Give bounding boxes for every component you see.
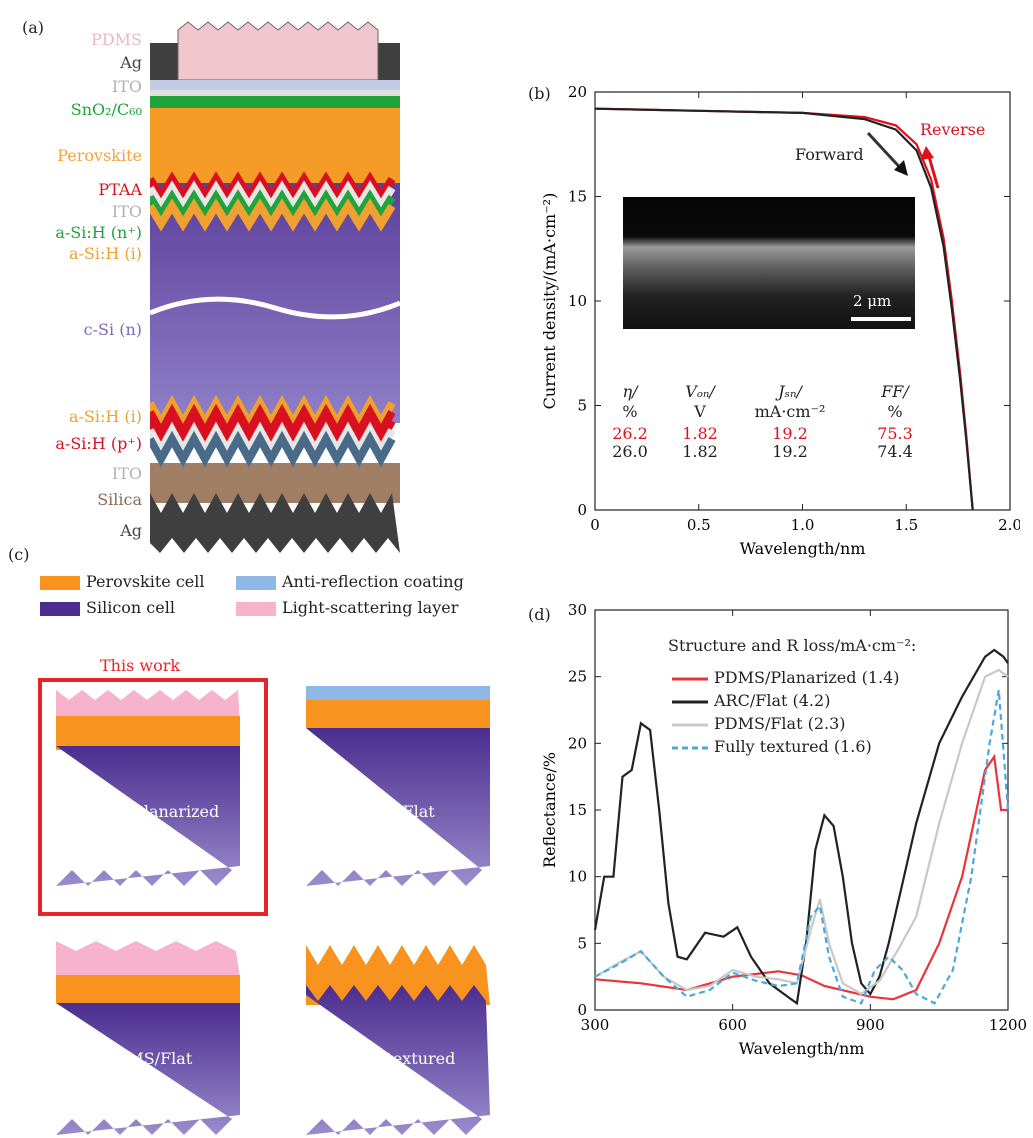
legend-d-title: Structure and R loss/mA·cm⁻²: — [668, 636, 917, 655]
layer-label-ag_bot: Ag — [120, 521, 142, 540]
layer-label-ptaa: PTAA — [98, 180, 142, 199]
cell-caption-arc: ARC/Flat — [361, 802, 435, 821]
y-tick-label: 5 — [577, 934, 587, 952]
cell-caption-flat: PDMS/Flat — [103, 1049, 193, 1068]
y-tick-label: 10 — [568, 292, 587, 310]
forward-label: Forward — [795, 145, 864, 164]
this-work-frame — [38, 678, 268, 916]
y-tick-label: 0 — [577, 1001, 587, 1019]
legend-swatch-1 — [40, 576, 80, 590]
layer-label-sno2: SnO₂/C₆₀ — [70, 100, 142, 119]
y-tick-label: 30 — [568, 601, 587, 619]
y-tick-label: 15 — [568, 801, 587, 819]
y-tick-label: 10 — [568, 868, 587, 886]
cell-diagram-textured — [306, 945, 490, 1135]
cell-caption-planar: PDMS/Planarized — [76, 802, 220, 821]
y-tick-label: 0 — [577, 501, 587, 519]
legend-d-label-3: PDMS/Flat (2.3) — [714, 714, 846, 733]
legend-label-3: Silicon cell — [86, 598, 175, 617]
y-axis-label: Current density/(mA·cm⁻²) — [540, 193, 559, 410]
panel-d-reflectance-chart: 300 600 900 1200 0 5 10 15 20 25 30 Wavelength/nm Re… — [540, 601, 1027, 1058]
layer-label-ito_top: ITO — [111, 77, 142, 96]
y-tick-label: 20 — [568, 734, 587, 752]
legend-d-swatch-3 — [672, 723, 708, 727]
panel-c-tag: (c) — [8, 545, 30, 564]
x-tick-label: 1200 — [989, 1016, 1027, 1034]
x-tick-label: 1.0 — [791, 516, 815, 534]
layer-label-ito_mid: ITO — [111, 202, 142, 221]
table-cell-forward-1: 26.0 — [612, 442, 648, 461]
x-tick-label: 0 — [590, 516, 600, 534]
y-tick-label: 25 — [568, 668, 587, 686]
layer-label-asih_n: a-Si:H (n⁺) — [55, 223, 142, 242]
legend-d-swatch-4 — [672, 746, 708, 750]
table-header-2: Vₒₙ/V — [685, 382, 715, 421]
x-tick-label: 900 — [856, 1016, 885, 1034]
legend-label-2: Anti-reflection coating — [282, 572, 464, 591]
legend-swatch-2 — [236, 576, 276, 590]
x-tick-label: 600 — [718, 1016, 747, 1034]
layer-label-asih_i_bot: a-Si:H (i) — [68, 407, 142, 426]
table-cell-forward-4: 74.4 — [877, 442, 913, 461]
x-tick-label: 1.5 — [894, 516, 918, 534]
y-tick-label: 5 — [577, 397, 587, 415]
this-work-label: This work — [100, 656, 181, 675]
series-line-2 — [594, 107, 974, 511]
layer-label-perovskite: Perovskite — [57, 146, 142, 165]
series-line-2 — [593, 648, 1009, 1006]
panel-d-tag: (d) — [528, 605, 551, 624]
table-header-1: η/% — [622, 382, 638, 421]
cell-caption-textured: Fully textured — [340, 1049, 456, 1068]
legend-d-swatch-1 — [672, 677, 708, 681]
legend-d-label-2: ARC/Flat (4.2) — [714, 691, 831, 710]
table-cell-forward-3: 19.2 — [772, 442, 808, 461]
table-header-4: FF/% — [881, 382, 909, 421]
direction-arrows — [866, 131, 940, 189]
table-cell-reverse-4: 75.3 — [877, 424, 913, 443]
legend-label-4: Light-scattering layer — [282, 598, 459, 617]
panel-a-tag: (a) — [22, 18, 45, 37]
sem-image: 2 μm — [623, 197, 915, 329]
cell-diagram-planar — [56, 690, 240, 886]
scale-label: 2 μm — [853, 292, 892, 310]
table-header-3: Jₛₙ/mA·cm⁻² — [754, 382, 826, 421]
x-tick-label: 300 — [581, 1016, 610, 1034]
x-tick-label: 2.0 — [998, 516, 1020, 534]
layer-label-csi: c-Si (n) — [83, 320, 142, 339]
panel-a-device-stack — [150, 21, 400, 553]
table-cell-reverse-2: 1.82 — [682, 424, 718, 443]
x-axis-label: Wavelength/nm — [739, 1039, 865, 1058]
layer-label-asih_i_top: a-Si:H (i) — [68, 244, 142, 263]
legend-d-label-4: Fully textured (1.6) — [714, 737, 872, 756]
legend-d-swatch-2 — [672, 700, 708, 704]
panel-b-tag: (b) — [528, 84, 551, 103]
legend-swatch-4 — [236, 602, 276, 616]
table-cell-reverse-3: 19.2 — [772, 424, 808, 443]
legend-d-label-1: PDMS/Planarized (1.4) — [714, 668, 900, 687]
cell-diagram-arc — [306, 686, 490, 886]
layer-label-pdms: PDMS — [91, 30, 142, 49]
legend-swatch-3 — [40, 602, 80, 616]
x-axis-label: Wavelength/nm — [740, 539, 866, 558]
y-axis-label: Reflectance/% — [540, 752, 559, 868]
series-line-1 — [594, 753, 1008, 1001]
layer-label-asih_p: a-Si:H (p⁺) — [55, 434, 142, 453]
y-tick-label: 15 — [568, 188, 587, 206]
y-tick-label: 20 — [568, 83, 587, 101]
layer-label-ag_top: Ag — [120, 53, 142, 72]
series-line-4 — [594, 689, 1010, 1005]
x-tick-label: 0.5 — [687, 516, 711, 534]
scale-bar — [851, 317, 911, 321]
table-cell-forward-2: 1.82 — [682, 442, 718, 461]
reverse-label: Reverse — [920, 120, 986, 139]
layer-label-ito_bot: ITO — [111, 464, 142, 483]
legend-label-1: Perovskite cell — [86, 572, 205, 591]
cell-diagram-flat — [56, 941, 240, 1135]
panel-b-jv-chart: 0 0.5 1.0 1.5 2.0 0 5 10 15 20 Wavelength/nm Curren… — [540, 83, 1020, 558]
table-cell-reverse-1: 26.2 — [612, 424, 648, 443]
series-line-3 — [594, 668, 1009, 996]
layer-label-silica: Silica — [97, 490, 142, 509]
